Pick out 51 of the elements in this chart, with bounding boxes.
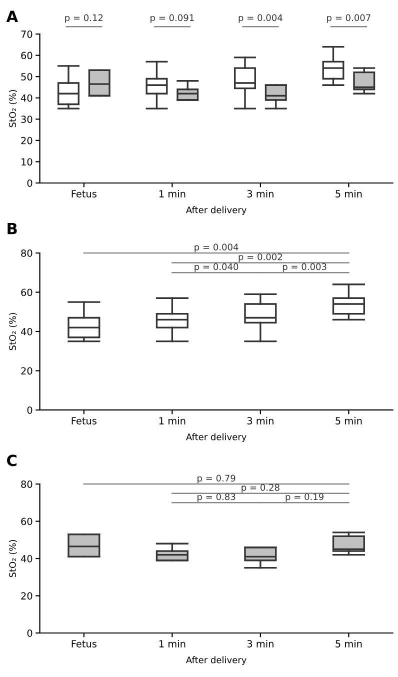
y-tick-label: 60	[21, 288, 32, 296]
annotation: p = 0.003	[282, 263, 326, 272]
x-tick-label: 1 min	[159, 416, 186, 424]
y-tick-label: 20	[21, 136, 32, 144]
text: p = 0.007	[327, 14, 370, 23]
y-axis-title: StO₂ (%)	[8, 90, 18, 128]
y-tick-label: 60	[21, 52, 32, 60]
text: p = 0.79	[198, 474, 236, 484]
x-tick-label: 5 min	[336, 416, 362, 424]
text: p = 0.091	[150, 14, 194, 23]
x-axis-title: After delivery	[186, 206, 246, 216]
y-axis-title: StO₂ (%)	[8, 540, 18, 578]
y-tick-label: 20	[21, 367, 32, 375]
y-tick-label: 50	[21, 73, 32, 80]
y-tick-label: 30	[21, 116, 32, 123]
annotation: p = 0.83	[198, 493, 236, 502]
chart-title: A	[6, 10, 18, 22]
y-tick-label: 80	[21, 480, 32, 488]
x-tick-label: Fetus	[72, 417, 96, 424]
x-tick-label: 5 min	[336, 190, 362, 198]
text: p = 0.12	[65, 14, 103, 23]
chart-title: B	[8, 222, 17, 234]
y-tick-label: 60	[21, 518, 32, 526]
text: p = 0.004	[194, 244, 238, 252]
annotation: p = 0.19	[286, 493, 324, 502]
y-tick-label: 80	[21, 249, 32, 257]
y-tick-label: 10	[22, 158, 32, 166]
annotation: p = 0.28	[242, 484, 280, 493]
y-tick-label: 70	[21, 30, 32, 38]
x-tick-label: 3 min	[247, 190, 274, 198]
y-tick-label: 0	[27, 629, 32, 637]
annotation: p = 0.040	[194, 263, 238, 272]
y-tick-label: 20	[21, 592, 32, 600]
x-tick-label: 5 min	[336, 640, 362, 648]
x-tick-label: Fetus	[72, 640, 96, 648]
x-tick-label: 1 min	[159, 640, 186, 648]
chart-title: C	[7, 454, 16, 466]
x-axis-title: After delivery	[186, 433, 246, 442]
x-tick-label: 1 min	[159, 190, 186, 198]
y-tick-label: 40	[20, 555, 32, 562]
y-tick-label: 40	[20, 328, 32, 336]
y-tick-label: 40	[20, 94, 32, 102]
y-axis-title: StO₂ (%)	[8, 313, 18, 350]
text: p = 0.004	[238, 14, 282, 23]
x-tick-label: 3 min	[247, 416, 274, 424]
x-tick-label: Fetus	[72, 190, 96, 198]
x-tick-label: 3 min	[247, 640, 274, 648]
annotation: p = 0.002	[238, 253, 282, 262]
y-tick-label: 0	[27, 406, 32, 414]
x-axis-title: After delivery	[186, 656, 246, 666]
y-tick-label: 0	[27, 179, 32, 187]
